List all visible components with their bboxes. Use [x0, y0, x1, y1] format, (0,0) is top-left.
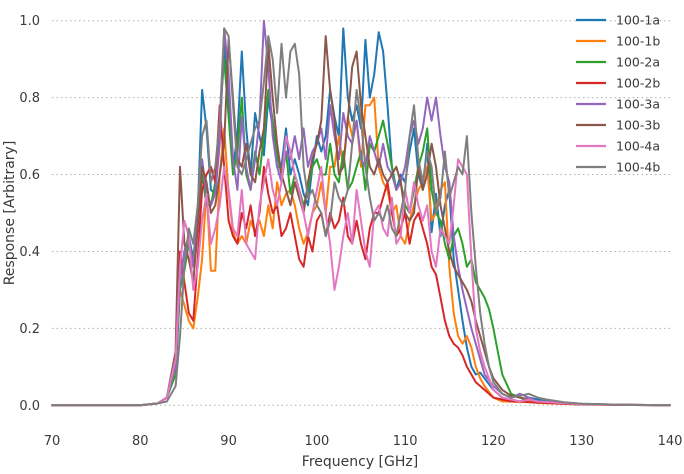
series-line-100-4b	[51, 27, 671, 407]
y-tick-label: 0.0	[19, 399, 40, 414]
x-tick-label: 100	[304, 434, 329, 449]
series-lines	[51, 19, 671, 407]
series-line-100-4a	[51, 135, 671, 407]
y-tick-label: 0.2	[19, 322, 40, 337]
y-tick-label: 0.8	[19, 91, 40, 106]
legend-label: 100-3a	[616, 97, 660, 112]
legend-label: 100-1b	[616, 34, 660, 49]
series-line-100-1b	[51, 96, 671, 407]
y-tick-label: 1.0	[19, 14, 40, 29]
legend-label: 100-2b	[616, 76, 660, 91]
grid	[52, 20, 670, 406]
x-axis-label: Frequency [GHz]	[302, 454, 418, 470]
legend-label: 100-4a	[616, 139, 660, 154]
x-tick-label: 120	[481, 434, 506, 449]
x-tick-label: 130	[569, 434, 594, 449]
legend-label: 100-2a	[616, 55, 660, 70]
legend-label: 100-3b	[616, 118, 660, 133]
x-tick-label: 80	[132, 434, 149, 449]
legend-label: 100-4b	[616, 160, 660, 175]
y-tick-labels: 0.0 0.2 0.4 0.6 0.8 1.0	[19, 14, 40, 414]
y-tick-label: 0.4	[19, 245, 40, 260]
series-line-100-3a	[51, 19, 671, 407]
x-tick-labels: 70 80 90 100 110 120 130 140	[44, 434, 683, 449]
y-axis-label: Response [Arbitrary]	[2, 141, 18, 286]
series-line-100-3b	[51, 35, 671, 407]
legend: 100-1a 100-1b 100-2a 100-2b 100-3a 100-3b 100-…	[576, 13, 660, 175]
series-line-100-2b	[51, 104, 671, 407]
x-tick-label: 90	[220, 434, 237, 449]
legend-label: 100-1a	[616, 13, 660, 28]
x-tick-label: 110	[393, 434, 418, 449]
x-tick-label: 140	[658, 434, 683, 449]
y-tick-label: 0.6	[19, 168, 40, 183]
x-tick-label: 70	[44, 434, 61, 449]
